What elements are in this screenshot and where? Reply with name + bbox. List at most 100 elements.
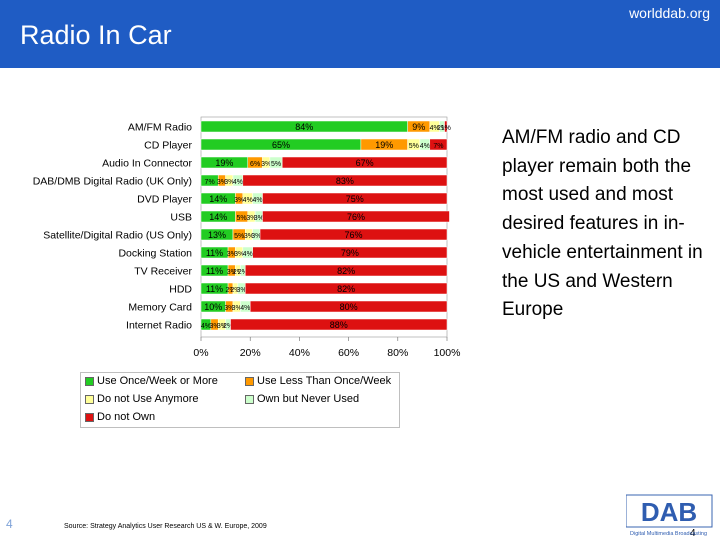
data-label: 5% (234, 233, 244, 240)
data-label: 83% (336, 176, 354, 186)
data-label: 3% (254, 215, 264, 222)
data-label: 19% (375, 140, 393, 150)
data-label: 65% (272, 140, 290, 150)
data-label: 2% (238, 269, 248, 276)
slide-number-left: 4 (6, 517, 13, 531)
data-label: 2% (225, 287, 235, 294)
plot-frame (200, 116, 448, 338)
data-label: 3% (234, 197, 244, 204)
data-label: 2% (230, 287, 240, 294)
data-label: 67% (356, 158, 374, 168)
data-label: 5% (271, 161, 281, 168)
category-label: TV Receiver (134, 266, 192, 278)
data-label: 3% (209, 323, 219, 330)
data-label: 3% (224, 305, 234, 312)
data-label: 19% (215, 158, 233, 168)
data-label: 3% (217, 323, 227, 330)
category-label: Memory Card (128, 302, 192, 314)
bar-segment (429, 138, 448, 151)
slide-number-right: 4 (690, 528, 696, 539)
data-label: 82% (337, 266, 355, 276)
data-label: 80% (340, 302, 358, 312)
data-label: 4% (420, 143, 430, 150)
bar-segment (230, 318, 448, 331)
data-label: 10% (204, 302, 222, 312)
data-label: 82% (337, 284, 355, 294)
category-label: Satellite/Digital Radio (US Only) (43, 230, 192, 242)
data-label: 11% (206, 266, 223, 276)
data-label: 76% (345, 230, 363, 240)
bar-segment (242, 174, 448, 187)
data-label: 7% (433, 143, 443, 150)
legend-item-use-weekly: Use Once/Week or More (85, 375, 218, 387)
bar-segment (262, 210, 450, 223)
legend-swatch (85, 376, 94, 386)
data-label: 2% (223, 323, 233, 330)
data-label: 4% (430, 125, 440, 132)
data-label: 11% (206, 248, 223, 258)
bar-segment (245, 282, 448, 295)
legend-item-dont-use-anymore: Do not Use Anymore (85, 393, 199, 405)
stacked-bar-chart: AM/FM Radio 84% 9% 4%2%1%CD Player 65% 19% 5% 4… (33, 116, 461, 359)
category-label: DAB/DMB Digital Radio (UK Only) (33, 176, 192, 188)
data-label: 3% (251, 233, 261, 240)
data-label: 3% (244, 233, 254, 240)
data-label: 84% (295, 122, 313, 132)
data-label: 3% (227, 251, 237, 258)
bar-segment (281, 156, 448, 169)
source-note: Source: Strategy Analytics User Research… (64, 523, 267, 530)
legend-swatch (245, 376, 254, 386)
x-tick-label: 20% (240, 347, 261, 359)
data-label: 6% (250, 161, 260, 168)
category-label: USB (170, 212, 192, 224)
data-label: 5% (409, 143, 419, 150)
data-label: 79% (341, 248, 359, 258)
bar-segment (249, 300, 448, 313)
bar-segment (252, 246, 448, 259)
bar-segment (245, 264, 448, 277)
header-bar: Radio In Car worlddab.org (0, 0, 720, 68)
summary-text: AM/FM radio and CD player remain both th… (502, 127, 703, 321)
site-url[interactable]: worlddab.org (629, 5, 710, 21)
category-label: Internet Radio (126, 320, 192, 332)
data-label: 13% (208, 230, 226, 240)
data-label: 2% (437, 125, 447, 132)
data-label: 3% (227, 269, 237, 276)
data-label: 4% (253, 197, 263, 204)
category-label: DVD Player (137, 194, 192, 206)
legend-item-use-less: Use Less Than Once/Week (245, 375, 391, 387)
data-label: 4% (201, 323, 211, 330)
data-label: 3% (261, 161, 271, 168)
logo-letters: DAB (641, 497, 697, 527)
data-label: 3% (217, 179, 227, 186)
category-label: Audio In Connector (102, 158, 192, 170)
data-label: 4% (243, 251, 253, 258)
data-label: 4% (233, 179, 243, 186)
legend-item-dont-own: Do not Own (85, 411, 155, 423)
logo-tagline: Digital Multimedia Broadcasting (630, 531, 707, 537)
bar-segment (259, 228, 448, 241)
x-tick-label: 60% (338, 347, 359, 359)
page-title: Radio In Car (20, 20, 172, 50)
x-tick-label: 100% (434, 347, 461, 359)
data-label: 4% (240, 305, 250, 312)
data-label: 3% (232, 305, 242, 312)
data-label: 7% (205, 179, 215, 186)
bar-segment (444, 120, 448, 133)
category-label: AM/FM Radio (128, 122, 192, 134)
legend-swatch (245, 394, 254, 404)
legend-item-own-never-used: Own but Never Used (245, 393, 359, 405)
data-label: 3% (237, 287, 247, 294)
category-label: HDD (169, 284, 192, 296)
data-label: 5% (237, 215, 247, 222)
data-label: 76% (347, 212, 365, 222)
bar-segment (262, 192, 448, 205)
data-label: 9% (412, 122, 425, 132)
data-label: 1% (441, 125, 451, 132)
data-label: 11% (206, 284, 223, 294)
data-label: 3% (224, 179, 234, 186)
category-label: Docking Station (118, 248, 192, 260)
chart-legend: Use Once/Week or More Use Less Than Once… (80, 372, 400, 428)
data-label: 75% (346, 194, 364, 204)
legend-swatch (85, 394, 94, 404)
